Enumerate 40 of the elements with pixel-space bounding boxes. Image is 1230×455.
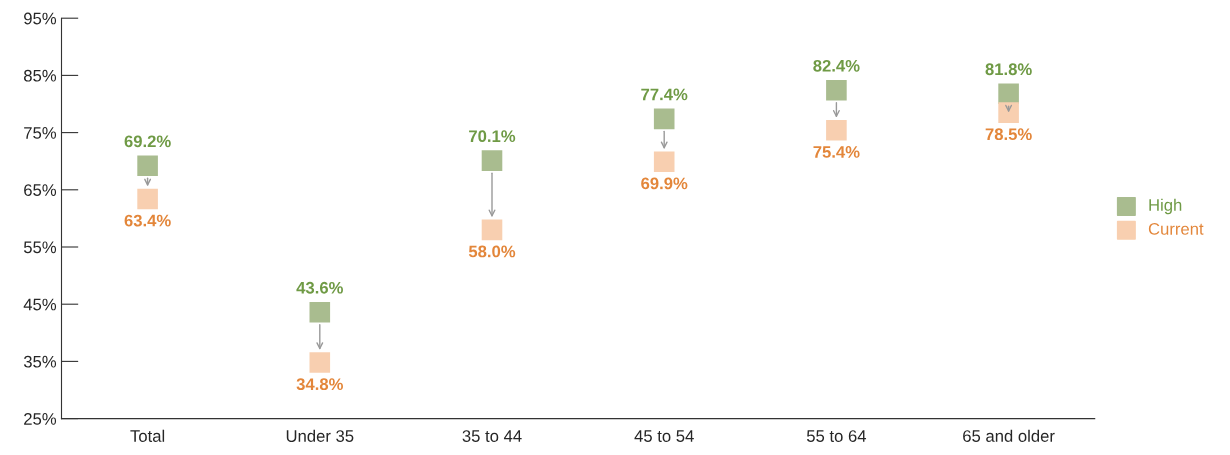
y-tick-label: 75% [24, 127, 57, 139]
y-tick-label: 65% [24, 184, 57, 196]
point [481, 150, 503, 171]
data-label: 70.1% [469, 130, 516, 143]
data-label: 77.4% [641, 88, 688, 101]
point [653, 151, 675, 173]
y-tick-label: 95% [24, 12, 57, 25]
point [826, 120, 847, 141]
point [309, 352, 331, 373]
data-label: 34.8% [296, 378, 343, 391]
x-tick-label: 45 to 54 [634, 430, 694, 442]
data-label: 43.6% [296, 281, 343, 294]
y-tick-label: 35% [23, 355, 57, 368]
data-label: 75.4% [813, 146, 860, 158]
data-label: 82.4% [813, 59, 860, 72]
y-tick-label: 55% [23, 241, 57, 254]
point [826, 79, 847, 101]
x-tick-label: 65 and older [963, 429, 1055, 442]
data-label: 81.8% [985, 63, 1032, 76]
legend-label: Current [1148, 223, 1204, 235]
point [998, 102, 1019, 123]
data-label: 78.5% [985, 128, 1032, 141]
x-tick-label: Total [130, 429, 165, 442]
x-tick-label: 55 to 64 [806, 430, 867, 442]
y-tick-label: 85% [24, 69, 57, 82]
point [137, 188, 158, 210]
point [137, 155, 158, 177]
point [481, 219, 503, 241]
x-tick-label: Under 35 [286, 429, 354, 442]
x-tick-label: 35 to 44 [462, 430, 522, 442]
point [309, 301, 331, 323]
data-label: 58.0% [468, 245, 516, 258]
legend-label: High [1149, 198, 1182, 215]
y-tick-label: 45% [23, 298, 57, 311]
y-tick-label: 25% [24, 413, 57, 425]
data-label: 63.4% [124, 214, 171, 227]
point [653, 108, 675, 130]
point [998, 83, 1019, 104]
data-label: 69.9% [641, 177, 688, 190]
data-label: 69.2% [124, 135, 171, 148]
